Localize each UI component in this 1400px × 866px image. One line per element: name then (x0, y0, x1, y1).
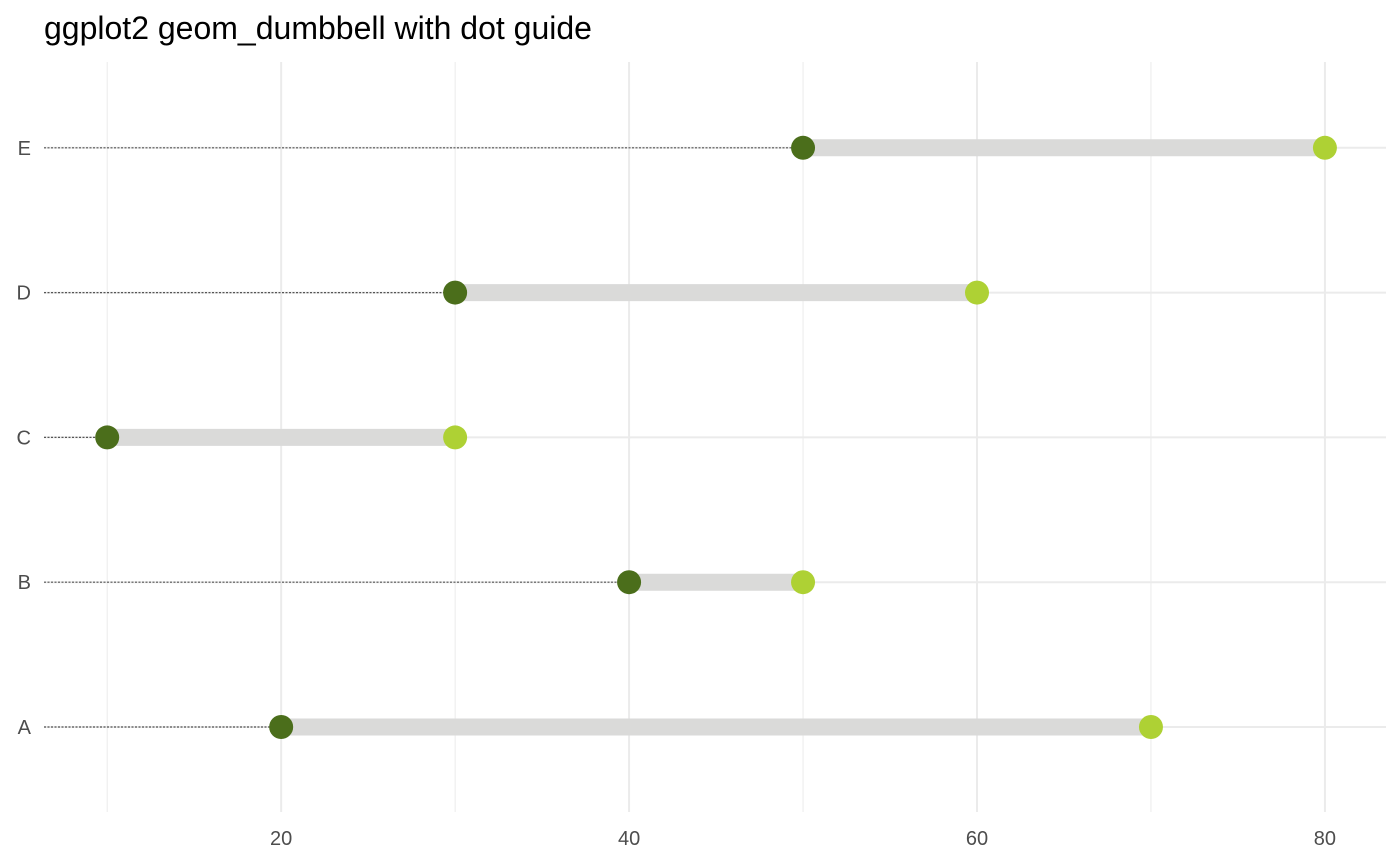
end-dot-b (791, 570, 816, 595)
end-dot-a (1138, 715, 1163, 739)
end-dot-e (1312, 135, 1337, 160)
end-dot-d (965, 280, 989, 305)
dumbbell-dots (95, 135, 1337, 739)
end-dot-c (443, 425, 468, 450)
start-dot-c (95, 425, 120, 450)
y-axis: A B C D E (17, 138, 32, 739)
x-axis: 20 40 60 80 (270, 828, 1336, 850)
x-tick-label: 80 (1314, 828, 1336, 850)
x-tick-label: 60 (966, 828, 988, 850)
y-tick-label-d: D (17, 283, 31, 305)
x-tick-label: 20 (270, 828, 292, 850)
y-tick-label-a: A (18, 717, 32, 739)
y-tick-label-e: E (18, 138, 31, 160)
start-dot-a (269, 715, 294, 739)
x-tick-label: 40 (618, 828, 640, 850)
start-dot-d (443, 280, 468, 305)
y-tick-label-c: C (17, 427, 31, 449)
start-dot-e (791, 135, 816, 160)
chart-title: ggplot2 geom_dumbbell with dot guide (44, 10, 592, 46)
y-tick-label-b: B (18, 572, 31, 594)
start-dot-b (617, 570, 642, 595)
dumbbell-bars (107, 139, 1325, 736)
